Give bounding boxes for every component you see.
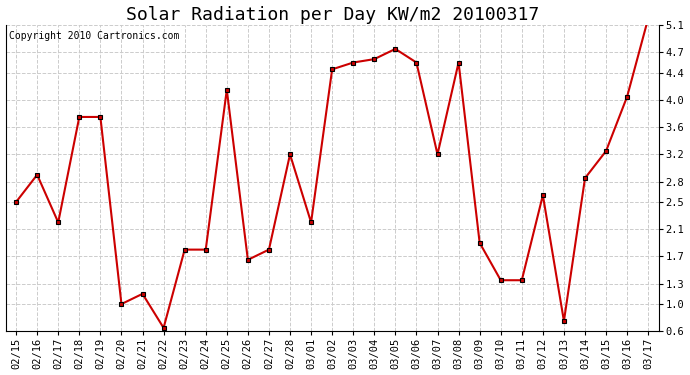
Title: Solar Radiation per Day KW/m2 20100317: Solar Radiation per Day KW/m2 20100317 <box>126 6 539 24</box>
Text: Copyright 2010 Cartronics.com: Copyright 2010 Cartronics.com <box>9 31 179 41</box>
